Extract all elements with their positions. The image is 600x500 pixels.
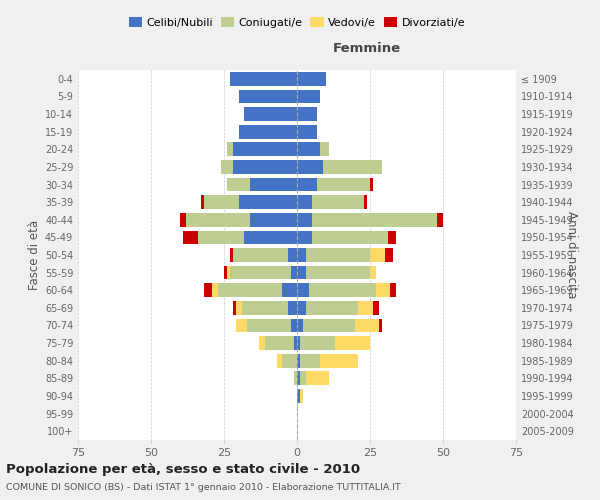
Bar — [198, 230, 244, 244]
Bar — [306, 301, 358, 314]
Bar — [297, 196, 311, 209]
Bar — [297, 389, 300, 403]
Bar — [297, 213, 311, 226]
Bar — [239, 90, 297, 104]
Bar — [288, 301, 297, 314]
Bar — [203, 196, 239, 209]
Bar — [297, 142, 320, 156]
Bar — [233, 160, 297, 174]
Bar — [250, 178, 297, 192]
Bar — [379, 318, 382, 332]
Bar — [376, 284, 391, 297]
Bar — [335, 336, 370, 350]
Bar — [297, 72, 326, 86]
Bar — [303, 318, 355, 332]
Bar — [311, 230, 388, 244]
Bar — [300, 354, 320, 368]
Bar — [364, 196, 367, 209]
Bar — [320, 354, 358, 368]
Legend: Celibi/Nubili, Coniugati/e, Vedovi/e, Divorziati/e: Celibi/Nubili, Coniugati/e, Vedovi/e, Di… — [124, 12, 470, 32]
Bar — [370, 266, 376, 280]
Bar — [294, 336, 297, 350]
Bar — [180, 213, 186, 226]
Bar — [370, 248, 385, 262]
Bar — [247, 318, 291, 332]
Bar — [239, 125, 297, 138]
Bar — [230, 72, 297, 86]
Bar — [297, 284, 308, 297]
Bar — [297, 178, 317, 192]
Bar — [297, 266, 306, 280]
Bar — [388, 230, 396, 244]
Y-axis label: Fasce di età: Fasce di età — [28, 220, 41, 290]
Bar — [233, 301, 236, 314]
Bar — [297, 301, 306, 314]
Bar — [230, 266, 291, 280]
Bar — [297, 230, 311, 244]
Bar — [227, 178, 250, 192]
Bar — [283, 284, 297, 297]
Bar — [323, 160, 382, 174]
Bar — [218, 284, 283, 297]
Bar — [355, 318, 379, 332]
Bar — [297, 336, 300, 350]
Bar — [233, 248, 288, 262]
Bar — [317, 178, 370, 192]
Bar — [233, 142, 297, 156]
Bar — [311, 196, 364, 209]
Bar — [385, 248, 394, 262]
Bar — [297, 160, 323, 174]
Bar — [291, 318, 297, 332]
Bar — [288, 248, 297, 262]
Bar — [183, 230, 198, 244]
Bar — [265, 336, 294, 350]
Bar — [300, 389, 303, 403]
Bar — [300, 372, 306, 385]
Text: COMUNE DI SONICO (BS) - Dati ISTAT 1° gennaio 2010 - Elaborazione TUTTITALIA.IT: COMUNE DI SONICO (BS) - Dati ISTAT 1° ge… — [6, 482, 401, 492]
Bar — [306, 266, 370, 280]
Bar — [239, 196, 297, 209]
Text: Popolazione per età, sesso e stato civile - 2010: Popolazione per età, sesso e stato civil… — [6, 462, 360, 475]
Bar — [244, 230, 297, 244]
Bar — [236, 301, 242, 314]
Bar — [391, 284, 396, 297]
Bar — [227, 142, 233, 156]
Bar — [221, 160, 233, 174]
Bar — [297, 125, 317, 138]
Bar — [308, 284, 376, 297]
Bar — [283, 354, 297, 368]
Bar — [370, 178, 373, 192]
Bar — [250, 213, 297, 226]
Bar — [294, 372, 297, 385]
Bar — [306, 372, 329, 385]
Y-axis label: Anni di nascita: Anni di nascita — [565, 212, 578, 298]
Bar — [230, 248, 233, 262]
Bar — [297, 90, 320, 104]
Bar — [437, 213, 443, 226]
Bar — [242, 301, 288, 314]
Bar — [297, 372, 300, 385]
Bar — [236, 318, 247, 332]
Bar — [227, 266, 230, 280]
Text: Femmine: Femmine — [333, 42, 401, 55]
Bar — [200, 196, 203, 209]
Bar — [259, 336, 265, 350]
Bar — [311, 213, 437, 226]
Bar — [300, 336, 335, 350]
Bar — [291, 266, 297, 280]
Bar — [224, 266, 227, 280]
Bar — [203, 284, 212, 297]
Bar — [373, 301, 379, 314]
Bar — [297, 354, 300, 368]
Bar — [297, 107, 317, 121]
Bar — [358, 301, 373, 314]
Bar — [297, 318, 303, 332]
Bar — [320, 142, 329, 156]
Bar — [212, 284, 218, 297]
Bar — [306, 248, 370, 262]
Bar — [277, 354, 283, 368]
Bar — [244, 107, 297, 121]
Bar — [186, 213, 250, 226]
Bar — [297, 248, 306, 262]
